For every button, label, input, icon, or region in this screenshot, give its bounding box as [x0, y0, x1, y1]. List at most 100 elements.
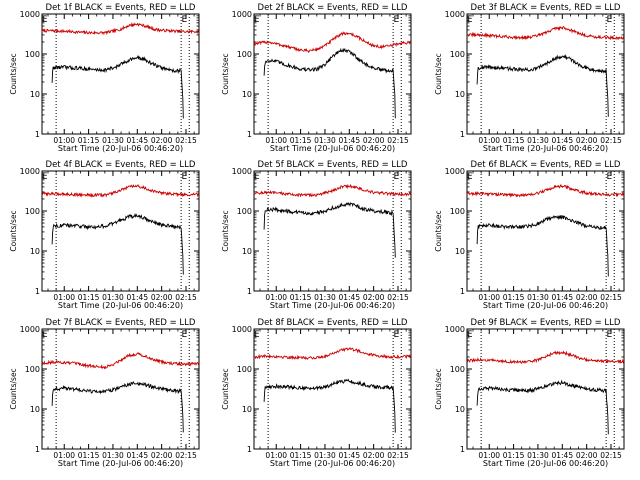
y-axis-label: Counts/sec — [9, 368, 18, 409]
x-tick-label: 02:00 — [576, 136, 598, 145]
x-axis-label: Start Time (20-Jul-06 00:46:20) — [483, 144, 608, 153]
panel-title: Det 8f BLACK = Events, RED = LLD — [258, 318, 408, 328]
lld-series-line — [41, 22, 200, 36]
event-marker: E — [394, 172, 400, 182]
x-tick-label: 01:00 — [265, 293, 287, 302]
y-tick-label: 1000 — [232, 325, 252, 334]
detector-panel: Det 4f BLACK = Events, RED = LLD 1 10 100 10… — [9, 160, 200, 310]
lld-series-line — [466, 25, 625, 41]
x-axis-label: Start Time (20-Jul-06 00:46:20) — [483, 301, 608, 310]
panel-title: Det 4f BLACK = Events, RED = LLD — [46, 160, 196, 170]
x-axis-label: Start Time (20-Jul-06 00:46:20) — [483, 459, 608, 468]
panel-title: Det 1f BLACK = Events, RED = LLD — [46, 3, 196, 13]
detector-panel: Det 8f BLACK = Events, RED = LLD 1 10 100 10… — [221, 318, 412, 468]
event-marker: E — [394, 15, 400, 25]
y-axis-label: Counts/sec — [221, 210, 230, 251]
x-tick-label: 01:15 — [290, 136, 312, 145]
y-tick-label: 1000 — [20, 325, 40, 334]
y-tick-label: 100 — [237, 207, 252, 216]
y-tick-label: 1 — [460, 130, 465, 139]
x-tick-label: 02:00 — [151, 451, 173, 460]
x-tick-label: 01:30 — [527, 451, 549, 460]
x-tick-label: 02:15 — [600, 293, 622, 302]
detector-panel: Det 5f BLACK = Events, RED = LLD 1 10 100 10… — [221, 160, 412, 310]
x-tick-label: 01:00 — [265, 136, 287, 145]
y-tick-label: 1 — [35, 287, 40, 296]
y-tick-label: 100 — [450, 207, 465, 216]
x-tick-label: 01:15 — [78, 293, 100, 302]
x-tick-label: 01:30 — [527, 293, 549, 302]
event-marker: E — [42, 172, 48, 182]
y-tick-label: 10 — [242, 247, 252, 256]
y-tick-label: 100 — [237, 50, 252, 59]
x-tick-label: 01:15 — [78, 451, 100, 460]
y-tick-label: 1000 — [232, 167, 252, 176]
events-series-line — [51, 380, 184, 433]
x-tick-label: 02:15 — [387, 293, 409, 302]
event-marker: E — [467, 172, 473, 182]
x-tick-label: 01:45 — [551, 451, 573, 460]
panel-title: Det 3f BLACK = Events, RED = LLD — [471, 3, 621, 13]
y-tick-label: 10 — [455, 405, 465, 414]
events-series-line — [263, 47, 396, 119]
event-marker: E — [182, 172, 188, 182]
y-tick-label: 1 — [460, 445, 465, 454]
x-tick-label: 02:00 — [363, 451, 385, 460]
event-marker: E — [254, 172, 260, 182]
detector-panel: Det 7f BLACK = Events, RED = LLD 1 10 100 10… — [9, 318, 200, 468]
event-marker: E — [42, 330, 48, 340]
event-marker: E — [394, 330, 400, 340]
lld-series-line — [41, 352, 200, 370]
x-tick-label: 01:30 — [102, 451, 124, 460]
x-tick-label: 02:00 — [363, 136, 385, 145]
detector-panel: Det 9f BLACK = Events, RED = LLD 1 10 100 10… — [434, 318, 625, 468]
y-tick-label: 1 — [247, 130, 252, 139]
y-tick-label: 1000 — [445, 10, 465, 19]
y-tick-label: 10 — [455, 90, 465, 99]
y-tick-label: 1000 — [20, 10, 40, 19]
lld-series-line — [466, 350, 625, 365]
y-tick-label: 1 — [35, 445, 40, 454]
x-tick-label: 02:15 — [387, 136, 409, 145]
event-marker: E — [42, 15, 48, 25]
y-tick-label: 1 — [247, 287, 252, 296]
x-tick-label: 01:15 — [78, 136, 100, 145]
y-tick-label: 10 — [30, 247, 40, 256]
y-tick-label: 1000 — [232, 10, 252, 19]
y-tick-label: 10 — [30, 405, 40, 414]
x-tick-label: 02:00 — [151, 136, 173, 145]
events-series-line — [476, 54, 609, 117]
event-marker: E — [182, 15, 188, 25]
x-tick-label: 01:15 — [503, 136, 525, 145]
x-tick-label: 01:15 — [290, 293, 312, 302]
event-marker: E — [467, 330, 473, 340]
events-series-line — [51, 54, 184, 119]
x-tick-label: 01:30 — [527, 136, 549, 145]
plot-frame — [466, 170, 625, 292]
x-tick-label: 01:30 — [102, 136, 124, 145]
x-tick-label: 01:30 — [314, 293, 336, 302]
panel-title: Det 6f BLACK = Events, RED = LLD — [471, 160, 621, 170]
x-tick-label: 01:30 — [102, 293, 124, 302]
lld-series-line — [253, 183, 412, 198]
y-tick-label: 100 — [25, 50, 40, 59]
event-marker: E — [467, 15, 473, 25]
y-tick-label: 1 — [35, 130, 40, 139]
y-tick-label: 10 — [242, 90, 252, 99]
x-tick-label: 02:15 — [175, 451, 197, 460]
event-marker: E — [607, 172, 613, 182]
y-tick-label: 1000 — [445, 325, 465, 334]
detector-panel: Det 2f BLACK = Events, RED = LLD 1 10 100 10… — [221, 3, 412, 153]
x-tick-label: 01:45 — [126, 293, 148, 302]
x-tick-label: 02:15 — [175, 136, 197, 145]
y-axis-label: Counts/sec — [434, 210, 443, 251]
plot-frame — [41, 13, 200, 135]
x-tick-label: 02:15 — [175, 293, 197, 302]
detector-panel: Det 6f BLACK = Events, RED = LLD 1 10 100 10… — [434, 160, 625, 310]
events-series-line — [51, 212, 184, 275]
x-tick-label: 02:00 — [151, 293, 173, 302]
y-tick-label: 100 — [237, 365, 252, 374]
x-tick-label: 02:00 — [576, 451, 598, 460]
y-tick-label: 10 — [242, 405, 252, 414]
